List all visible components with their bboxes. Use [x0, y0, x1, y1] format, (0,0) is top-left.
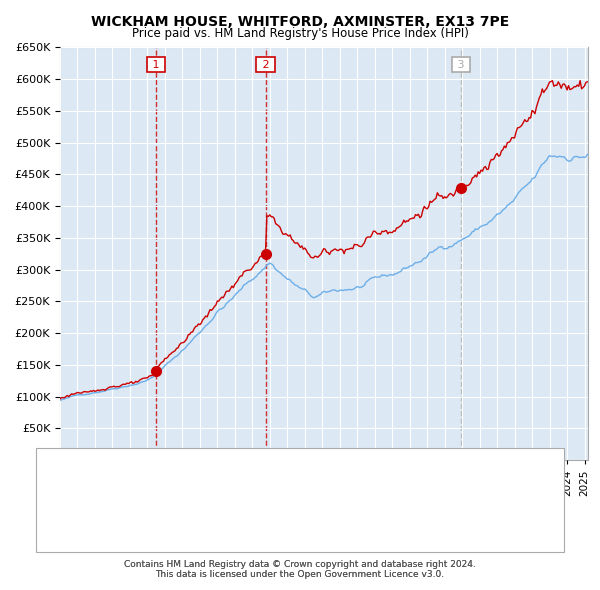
Text: £324,950: £324,950: [270, 509, 323, 518]
Text: 7% ↑ HPI: 7% ↑ HPI: [420, 532, 473, 542]
Text: Contains HM Land Registry data © Crown copyright and database right 2024.
This d: Contains HM Land Registry data © Crown c…: [124, 560, 476, 579]
Text: 2: 2: [41, 509, 55, 518]
Text: 5% ↑ HPI: 5% ↑ HPI: [420, 509, 472, 518]
Text: 1: 1: [41, 485, 55, 494]
Text: Price paid vs. HM Land Registry's House Price Index (HPI): Price paid vs. HM Land Registry's House …: [131, 27, 469, 40]
Text: 5% ↑ HPI: 5% ↑ HPI: [420, 509, 472, 518]
Text: £140,000: £140,000: [270, 485, 323, 494]
Text: 3: 3: [41, 532, 55, 542]
Text: WICKHAM HOUSE, WHITFORD, AXMINSTER, EX13 7PE: WICKHAM HOUSE, WHITFORD, AXMINSTER, EX13…: [91, 15, 509, 29]
Text: 05-OCT-2006: 05-OCT-2006: [108, 509, 181, 518]
Text: £428,000: £428,000: [270, 532, 323, 542]
Text: 3: 3: [454, 60, 468, 70]
Text: Contains HM Land Registry data © Crown copyright and database right 2024.
This d: Contains HM Land Registry data © Crown c…: [124, 560, 476, 579]
Text: 1: 1: [149, 60, 163, 70]
Text: 05-OCT-2006: 05-OCT-2006: [108, 509, 181, 518]
Text: £324,950: £324,950: [270, 509, 323, 518]
Text: 2: 2: [41, 509, 55, 518]
Text: 30-JUN-2000: 30-JUN-2000: [108, 485, 179, 494]
Text: £428,000: £428,000: [270, 532, 323, 542]
Text: 3: 3: [41, 532, 55, 542]
Text: 7% ↑ HPI: 7% ↑ HPI: [420, 532, 473, 542]
Text: 08-DEC-2017: 08-DEC-2017: [108, 532, 182, 542]
Text: 2: 2: [259, 60, 272, 70]
Text: 1: 1: [41, 485, 55, 494]
Text: 3% ↓ HPI: 3% ↓ HPI: [420, 485, 472, 494]
Text: £140,000: £140,000: [270, 485, 323, 494]
Text: 3% ↓ HPI: 3% ↓ HPI: [420, 485, 472, 494]
Text: 08-DEC-2017: 08-DEC-2017: [108, 532, 182, 542]
Text: 30-JUN-2000: 30-JUN-2000: [108, 485, 179, 494]
